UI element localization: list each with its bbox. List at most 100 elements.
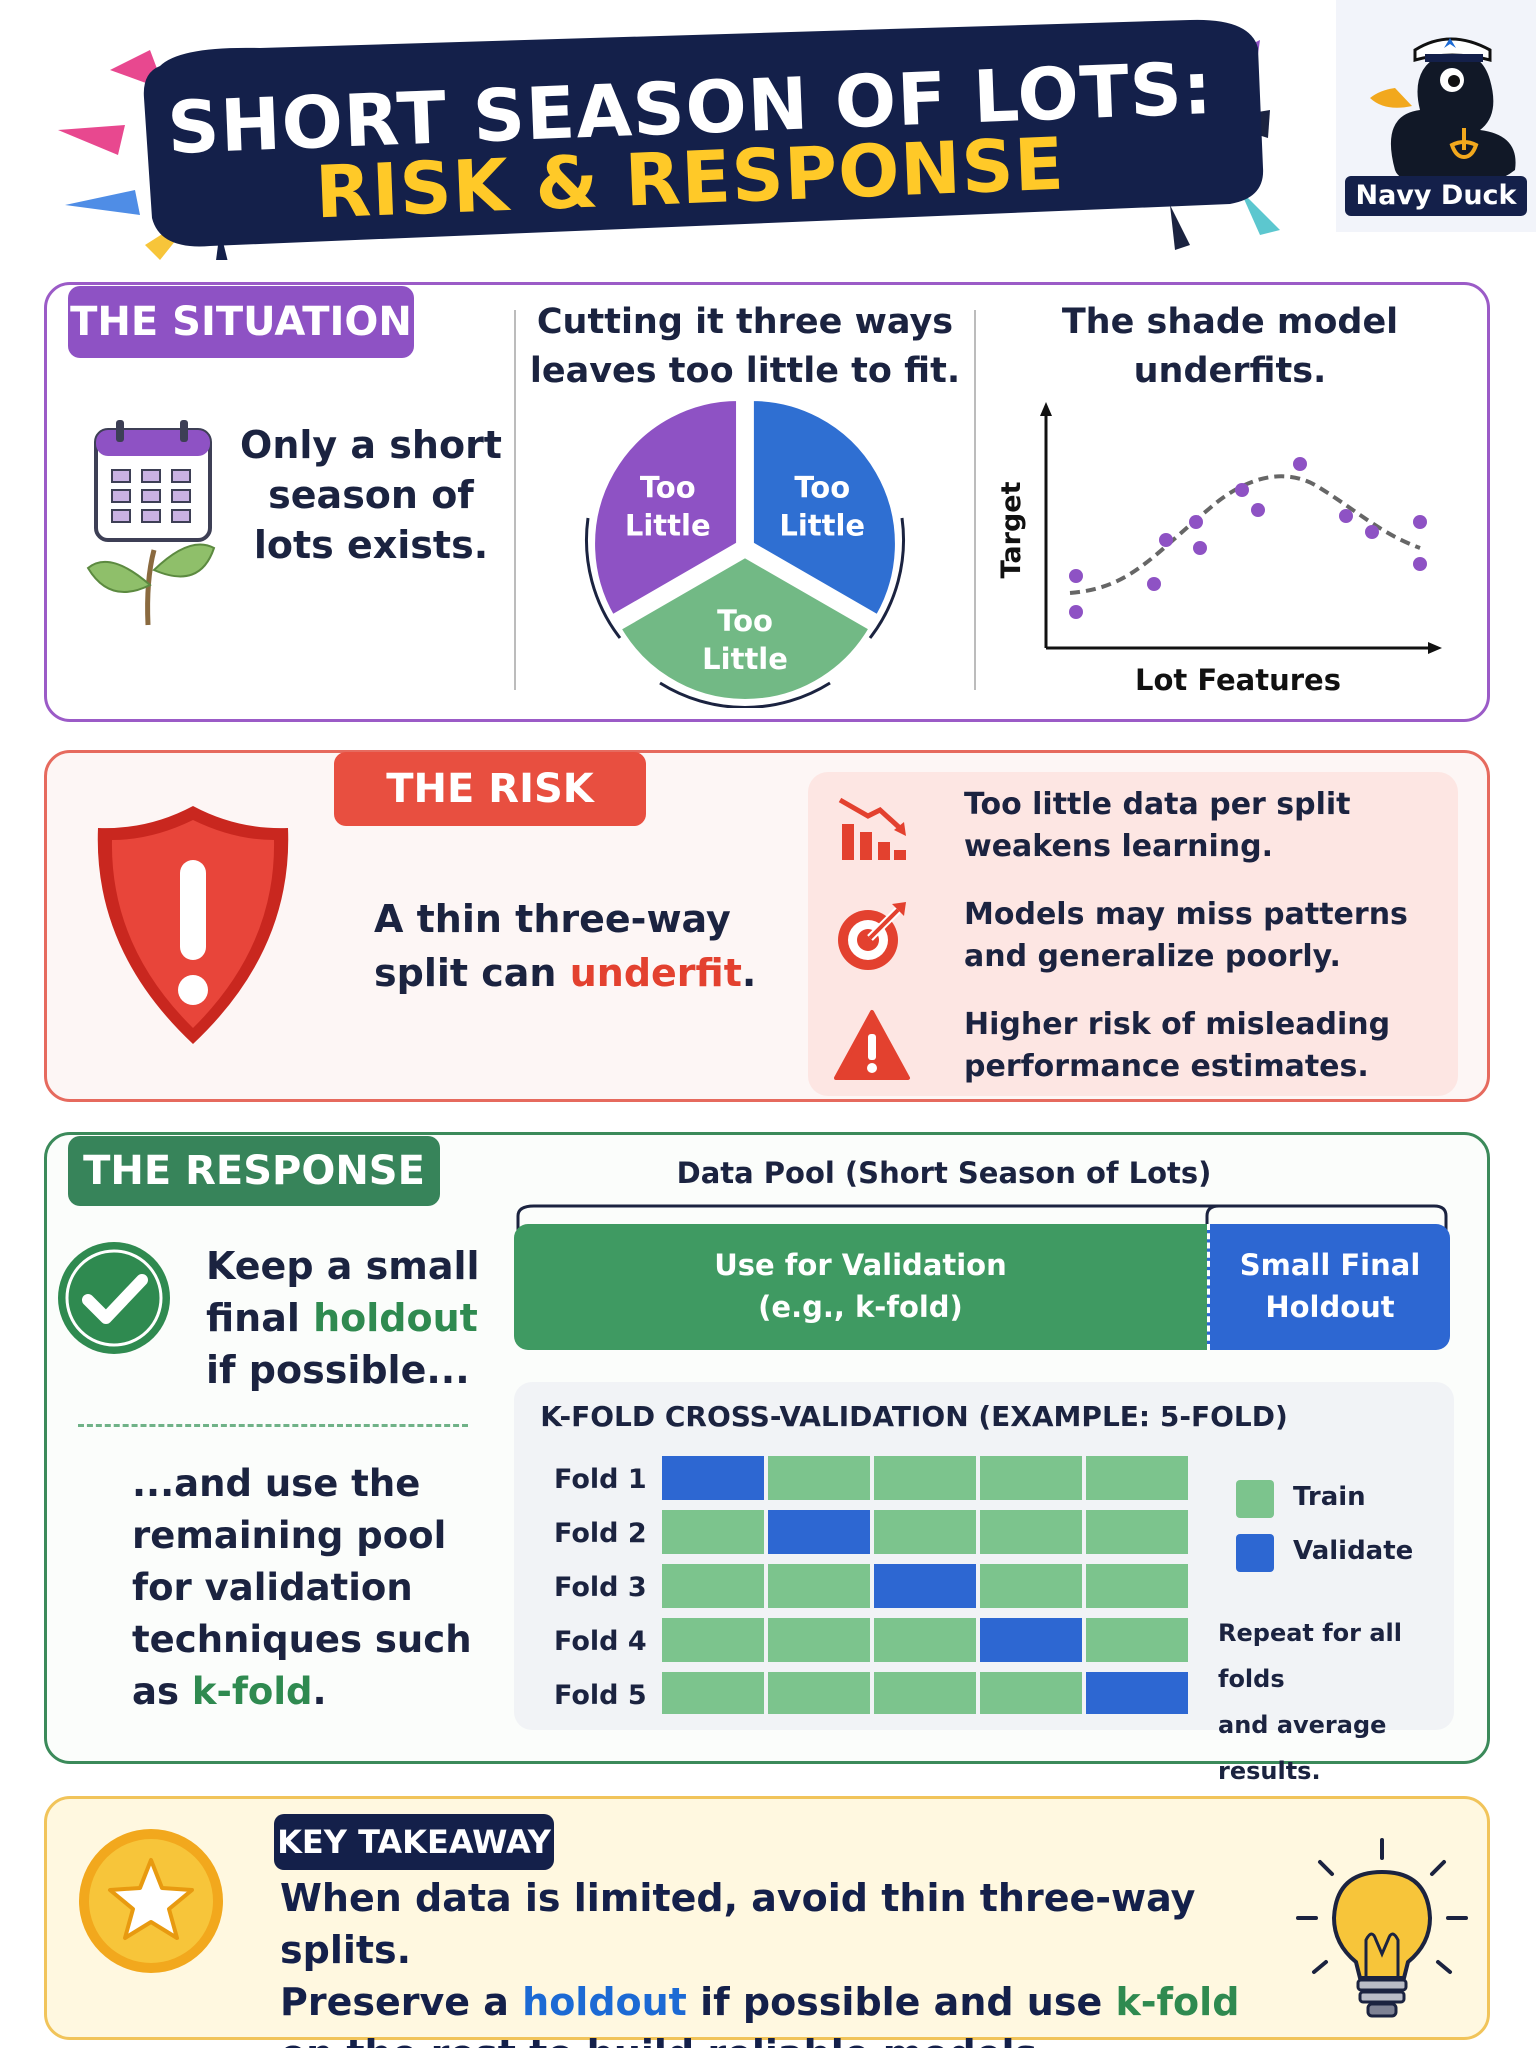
check-circle-icon <box>58 1242 170 1354</box>
risk-statement: A thin three-way split can underfit. <box>374 897 757 995</box>
holdout-pool-label: Small Final <box>1239 1248 1421 1282</box>
fold-cell-train <box>662 1672 764 1714</box>
fold-cell-train <box>768 1456 870 1500</box>
column-divider <box>514 310 516 690</box>
risk-point: Models may miss patterns and generalize … <box>822 890 1442 980</box>
data-point <box>1069 569 1083 583</box>
response-tag: THE RESPONSE <box>68 1136 440 1206</box>
fold-cell-train <box>980 1564 1082 1608</box>
calendar-sprout-icon <box>86 420 216 626</box>
pie-slice-label: Too <box>640 470 696 504</box>
fold-cell-train <box>874 1456 976 1500</box>
fold-cell-train <box>1086 1510 1188 1554</box>
risk-point-text: Higher risk of misleading performance es… <box>964 1007 1391 1084</box>
takeaway-line-2: Preserve a holdout if possible and use k… <box>280 1980 1240 2024</box>
fold-label: Fold 2 <box>554 1518 647 1549</box>
fold-cell-validate <box>768 1510 870 1554</box>
fold-label: Fold 5 <box>554 1680 647 1711</box>
target-miss-icon <box>838 902 906 970</box>
kfold-grid: Fold 1 Fold 2 Fold 3 Fold 4 Fold 5 <box>554 1456 1188 1714</box>
fold-cell-train <box>768 1672 870 1714</box>
fold-cell-train <box>980 1456 1082 1500</box>
fold-cell-train <box>874 1510 976 1554</box>
scatter-points <box>1069 457 1427 619</box>
takeaway-text: When data is limited, avoid thin three-w… <box>280 1872 1330 2048</box>
fold-cell-train <box>662 1510 764 1554</box>
fold-cell-train <box>980 1672 1082 1714</box>
holdout-highlight: holdout <box>522 1980 687 2024</box>
data-point <box>1147 577 1161 591</box>
logo-label: Navy Duck <box>1345 176 1527 216</box>
takeaway-line-1: When data is limited, avoid thin three-w… <box>280 1876 1196 1972</box>
data-point <box>1365 525 1379 539</box>
risk-point-text: Models may miss patterns and generalize … <box>964 897 1408 974</box>
warning-triangle-icon <box>834 1010 910 1080</box>
pie-arc-accent <box>659 681 831 708</box>
fold-label: Fold 3 <box>554 1572 647 1603</box>
kfold-title: K-FOLD CROSS-VALIDATION (EXAMPLE: 5-FOLD… <box>540 1400 1288 1433</box>
pie-slice <box>616 553 874 703</box>
fold-cell-train <box>1086 1618 1188 1662</box>
holdout-highlight: holdout <box>313 1296 478 1340</box>
risk-point-text: Too little data per split weakens learni… <box>964 787 1351 864</box>
data-point <box>1251 503 1265 517</box>
x-axis-arrow <box>1428 642 1442 654</box>
lightbulb-icon <box>1296 1838 1468 2018</box>
title-banner <box>143 19 1264 247</box>
validation-pool-label: Use for Validation <box>714 1248 1007 1282</box>
data-point <box>1235 483 1249 497</box>
data-point <box>1339 509 1353 523</box>
fold-cell-train <box>768 1564 870 1608</box>
three-way-split-pie: Too Little Too Little Too Little <box>584 398 906 708</box>
pie-slice-label: Little <box>702 642 788 676</box>
kfold-note-line: Repeat for all folds <box>1218 1619 1403 1693</box>
star-badge-icon <box>79 1829 223 1973</box>
validation-pool-example: (e.g., k-fold) <box>758 1290 963 1324</box>
pie-arc-accent <box>868 517 906 639</box>
risk-point: Higher risk of misleading performance es… <box>822 1000 1442 1090</box>
fold-cell-train <box>662 1564 764 1608</box>
kfold-note: Repeat for all folds and average results… <box>1218 1610 1448 1794</box>
dashed-separator <box>78 1424 468 1427</box>
kfold-highlight: k-fold <box>1115 1980 1240 2024</box>
data-point <box>1069 605 1083 619</box>
y-axis-label: Target <box>996 481 1027 578</box>
x-axis-label: Lot Features <box>1135 663 1341 697</box>
pie-slice <box>749 398 899 620</box>
holdout-pool-label-2: Holdout <box>1265 1290 1395 1324</box>
data-point <box>1189 515 1203 529</box>
fold-cell-train <box>662 1618 764 1662</box>
risk-tag: THE RISK <box>334 752 646 826</box>
validation-pool-segment: Use for Validation (e.g., k-fold) <box>514 1224 1207 1350</box>
legend-validate-swatch <box>1236 1534 1274 1572</box>
fold-cell-train <box>768 1618 870 1662</box>
data-pool-label: Data Pool (Short Season of Lots) <box>676 1156 1212 1190</box>
situation-text: Only a short season of lots exists. <box>240 423 502 567</box>
legend-train-swatch <box>1236 1480 1274 1518</box>
fold-cell-validate <box>874 1564 976 1608</box>
underfit-curve <box>1069 474 1421 595</box>
pie-slice-label: Too <box>717 604 773 638</box>
response-step-1: Keep a small final holdout if possible..… <box>206 1244 480 1392</box>
holdout-pool-segment: Small Final Holdout <box>1207 1224 1450 1350</box>
pie-slice <box>591 398 741 620</box>
pie-slice-label: Too <box>794 470 850 504</box>
legend-train-label: Train <box>1293 1482 1366 1512</box>
response-step-2: ...and use the remaining pool for valida… <box>132 1462 472 1713</box>
takeaway-tag: KEY TAKEAWAY <box>274 1814 554 1870</box>
y-axis-arrow <box>1040 402 1052 416</box>
shield-warning-icon <box>97 806 289 1044</box>
fold-label: Fold 4 <box>554 1626 647 1657</box>
column-divider <box>974 310 976 690</box>
data-point <box>1413 515 1427 529</box>
kfold-note-line: and average results. <box>1218 1711 1387 1785</box>
fold-cell-validate <box>1086 1672 1188 1714</box>
data-point <box>1413 557 1427 571</box>
data-point <box>1159 533 1173 547</box>
data-point <box>1193 541 1207 555</box>
legend-validate-label: Validate <box>1293 1536 1414 1566</box>
data-point <box>1293 457 1307 471</box>
situation-tag: THE SITUATION <box>68 286 414 358</box>
fold-cell-train <box>1086 1456 1188 1500</box>
kfold-highlight: k-fold <box>191 1670 313 1713</box>
